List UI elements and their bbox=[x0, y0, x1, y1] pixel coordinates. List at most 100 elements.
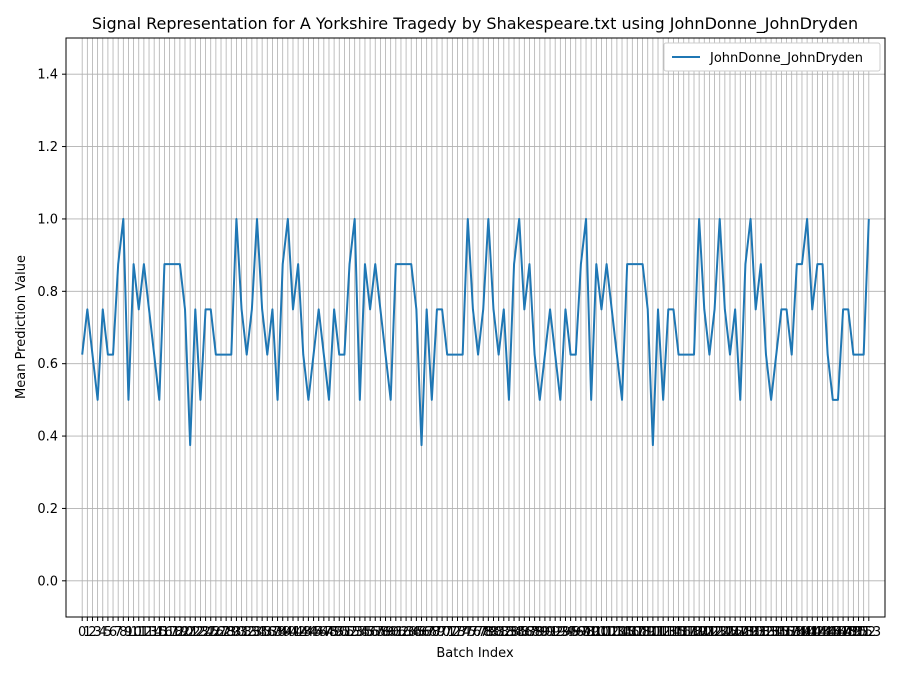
x-tick-label: 11 bbox=[130, 625, 147, 640]
x-tick-label: 27 bbox=[213, 625, 230, 640]
x-tick-label: 141 bbox=[795, 625, 820, 640]
x-tick-label: 25 bbox=[202, 625, 219, 640]
x-tick-label: 22 bbox=[187, 625, 204, 640]
x-tick-label: 59 bbox=[377, 625, 394, 640]
x-tick-label: 8 bbox=[119, 625, 127, 640]
x-tick-label: 81 bbox=[490, 625, 507, 640]
x-tick-label: 32 bbox=[238, 625, 255, 640]
x-tick-label: 140 bbox=[790, 625, 815, 640]
x-tick-label: 146 bbox=[820, 625, 845, 640]
x-tick-label: 69 bbox=[429, 625, 446, 640]
x-tick-label: 124 bbox=[707, 625, 732, 640]
x-tick-label: 101 bbox=[589, 625, 614, 640]
y-tick-label: 0.4 bbox=[37, 430, 58, 445]
x-tick-label: 151 bbox=[846, 625, 871, 640]
x-tick-label: 61 bbox=[388, 625, 405, 640]
x-tick-label: 74 bbox=[454, 625, 471, 640]
x-tick-label: 105 bbox=[610, 625, 635, 640]
x-tick-label: 16 bbox=[156, 625, 173, 640]
x-tick-label: 6 bbox=[109, 625, 117, 640]
x-tick-label: 135 bbox=[764, 625, 789, 640]
x-tick-label: 79 bbox=[480, 625, 497, 640]
x-tick-label: 44 bbox=[300, 625, 317, 640]
x-tick-label: 95 bbox=[562, 625, 579, 640]
x-tick-label: 129 bbox=[733, 625, 758, 640]
x-tick-label: 139 bbox=[784, 625, 809, 640]
x-tick-label: 137 bbox=[774, 625, 799, 640]
x-tick-label: 107 bbox=[620, 625, 645, 640]
x-tick-label: 70 bbox=[434, 625, 451, 640]
x-tick-label: 75 bbox=[460, 625, 477, 640]
x-tick-label: 34 bbox=[249, 625, 266, 640]
x-tick-label: 73 bbox=[449, 625, 466, 640]
x-tick-label: 18 bbox=[166, 625, 183, 640]
y-tick-label: 1.4 bbox=[37, 68, 58, 83]
x-tick-label: 48 bbox=[321, 625, 338, 640]
x-tick-label: 152 bbox=[851, 625, 876, 640]
y-tick-label: 1.0 bbox=[37, 212, 58, 227]
x-tick-label: 84 bbox=[506, 625, 523, 640]
x-tick-label: 36 bbox=[259, 625, 276, 640]
series-line bbox=[81, 217, 870, 447]
x-tick-label: 51 bbox=[336, 625, 353, 640]
x-tick-label: 9 bbox=[124, 625, 132, 640]
x-tick-label: 128 bbox=[728, 625, 753, 640]
x-tick-label: 113 bbox=[651, 625, 676, 640]
x-tick-label: 115 bbox=[661, 625, 686, 640]
x-tick-label: 43 bbox=[295, 625, 312, 640]
x-tick-label: 45 bbox=[305, 625, 322, 640]
x-tick-label: 24 bbox=[197, 625, 214, 640]
x-tick-label: 103 bbox=[599, 625, 624, 640]
x-tick-label: 114 bbox=[656, 625, 681, 640]
x-tick-label: 98 bbox=[578, 625, 595, 640]
y-tick-label: 1.2 bbox=[37, 140, 58, 155]
x-tick-label: 72 bbox=[444, 625, 461, 640]
x-tick-label: 153 bbox=[856, 625, 881, 640]
x-tick-label: 119 bbox=[682, 625, 707, 640]
x-tick-label: 66 bbox=[413, 625, 430, 640]
y-tick-label: 0.6 bbox=[37, 357, 58, 372]
x-tick-label: 143 bbox=[805, 625, 830, 640]
x-tick-label: 14 bbox=[146, 625, 163, 640]
x-tick-label: 93 bbox=[552, 625, 569, 640]
x-tick-label: 138 bbox=[779, 625, 804, 640]
x-tick-label: 19 bbox=[172, 625, 189, 640]
x-tick-label: 109 bbox=[630, 625, 655, 640]
x-tick-label: 38 bbox=[269, 625, 286, 640]
x-tick-label: 2 bbox=[88, 625, 96, 640]
x-tick-label: 58 bbox=[372, 625, 389, 640]
x-tick-label: 21 bbox=[182, 625, 199, 640]
x-tick-label: 121 bbox=[692, 625, 717, 640]
x-tick-label: 31 bbox=[233, 625, 250, 640]
x-tick-label: 149 bbox=[836, 625, 861, 640]
x-tick-label: 49 bbox=[326, 625, 343, 640]
x-tick-label: 87 bbox=[521, 625, 538, 640]
x-tick-label: 144 bbox=[810, 625, 835, 640]
plot-area: 0.00.20.40.60.81.01.21.40123456789101112… bbox=[37, 37, 886, 640]
x-tick-label: 29 bbox=[223, 625, 240, 640]
x-tick-label: 85 bbox=[511, 625, 528, 640]
x-tick-label: 77 bbox=[470, 625, 487, 640]
x-tick-label: 88 bbox=[526, 625, 543, 640]
x-tick-label: 106 bbox=[615, 625, 640, 640]
x-tick-label: 80 bbox=[485, 625, 502, 640]
legend: JohnDonne_JohnDryden bbox=[663, 42, 881, 72]
chart-title: Signal Representation for A Yorkshire Tr… bbox=[92, 14, 858, 34]
x-tick-label: 112 bbox=[646, 625, 671, 640]
x-tick-label: 55 bbox=[357, 625, 374, 640]
x-tick-label: 117 bbox=[671, 625, 696, 640]
x-tick-label: 33 bbox=[244, 625, 261, 640]
x-tick-label: 92 bbox=[547, 625, 564, 640]
x-tick-label: 71 bbox=[439, 625, 456, 640]
x-tick-label: 20 bbox=[177, 625, 194, 640]
x-tick-label: 12 bbox=[136, 625, 153, 640]
x-tick-label: 54 bbox=[352, 625, 369, 640]
x-tick-label: 86 bbox=[516, 625, 533, 640]
x-tick-label: 17 bbox=[161, 625, 178, 640]
x-tick-label: 136 bbox=[769, 625, 794, 640]
x-tick-label: 46 bbox=[310, 625, 327, 640]
x-tick-label: 76 bbox=[465, 625, 482, 640]
x-tick-label: 13 bbox=[141, 625, 158, 640]
y-tick-label: 0.8 bbox=[37, 285, 58, 300]
